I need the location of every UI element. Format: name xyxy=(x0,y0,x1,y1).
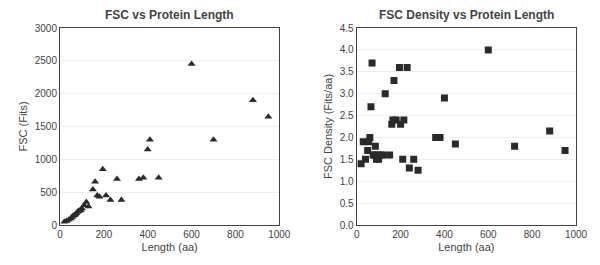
svg-text:4.0: 4.0 xyxy=(340,44,354,55)
svg-text:200: 200 xyxy=(392,229,409,240)
svg-text:800: 800 xyxy=(524,229,541,240)
svg-text:500: 500 xyxy=(40,187,57,198)
svg-text:2.0: 2.0 xyxy=(340,132,354,143)
svg-text:1.5: 1.5 xyxy=(340,154,354,165)
svg-text:1500: 1500 xyxy=(35,121,58,132)
svg-text:600: 600 xyxy=(480,229,497,240)
svg-text:1000: 1000 xyxy=(268,229,291,240)
svg-text:0.5: 0.5 xyxy=(340,198,354,209)
svg-text:400: 400 xyxy=(139,229,156,240)
svg-text:1.0: 1.0 xyxy=(340,176,354,187)
svg-text:0: 0 xyxy=(354,229,360,240)
svg-text:0: 0 xyxy=(51,220,57,231)
svg-text:Length (aa): Length (aa) xyxy=(142,241,198,253)
svg-text:3000: 3000 xyxy=(35,23,58,34)
svg-text:1000: 1000 xyxy=(35,154,58,165)
svg-text:3.0: 3.0 xyxy=(340,88,354,99)
svg-text:Length (aa): Length (aa) xyxy=(438,241,494,253)
svg-text:FSC Density vs Protein Length: FSC Density vs Protein Length xyxy=(379,8,554,22)
svg-text:2.5: 2.5 xyxy=(340,110,354,121)
svg-text:2500: 2500 xyxy=(35,55,58,66)
svg-text:3.5: 3.5 xyxy=(340,66,354,77)
svg-text:2000: 2000 xyxy=(35,88,58,99)
svg-text:600: 600 xyxy=(183,229,200,240)
svg-text:0.0: 0.0 xyxy=(340,220,354,231)
svg-text:FSC Density (Fits/aa): FSC Density (Fits/aa) xyxy=(322,74,334,179)
svg-text:800: 800 xyxy=(227,229,244,240)
svg-text:0: 0 xyxy=(57,229,63,240)
svg-text:1000: 1000 xyxy=(565,229,588,240)
svg-text:FSC vs Protein Length: FSC vs Protein Length xyxy=(105,8,234,22)
svg-text:400: 400 xyxy=(436,229,453,240)
svg-text:FSC (Fits): FSC (Fits) xyxy=(17,101,29,151)
svg-text:200: 200 xyxy=(96,229,113,240)
svg-text:4.5: 4.5 xyxy=(340,23,354,34)
